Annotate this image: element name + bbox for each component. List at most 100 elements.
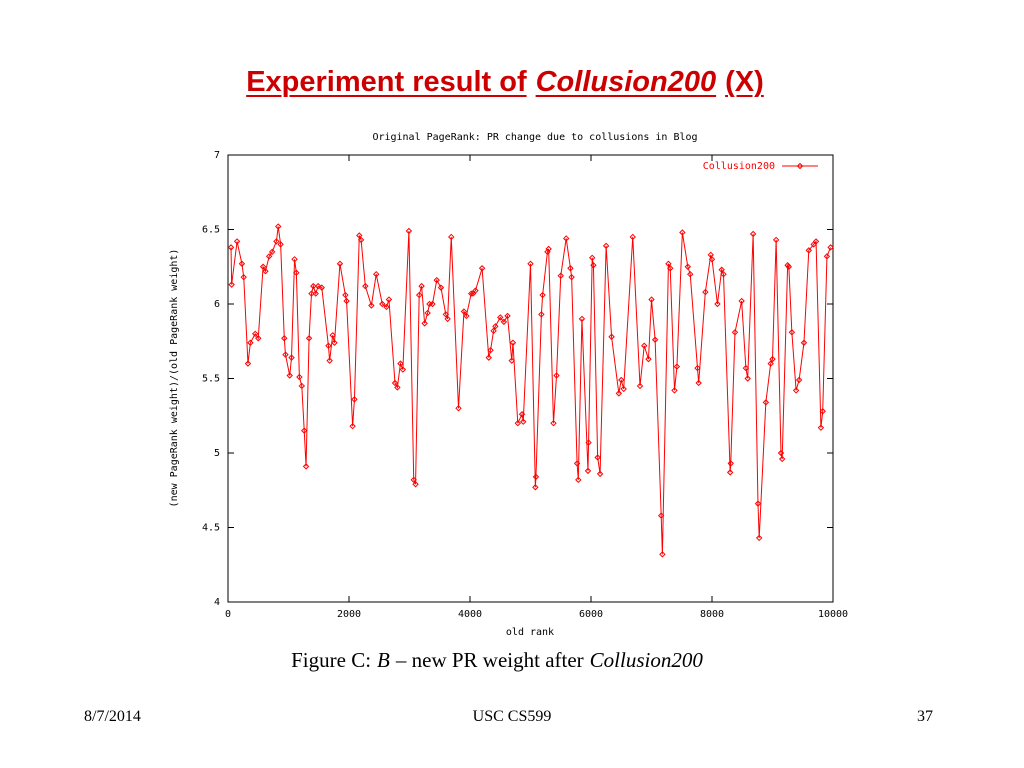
data-point	[594, 454, 601, 461]
data-line	[230, 226, 832, 555]
data-point	[742, 364, 750, 372]
x-axis-label: old rank	[506, 627, 554, 638]
caption-text: Figure C:	[291, 648, 372, 672]
data-point	[659, 551, 666, 558]
data-point	[244, 360, 252, 367]
data-point	[228, 281, 235, 288]
data-point	[817, 424, 825, 431]
data-point	[485, 354, 492, 361]
data-point	[738, 297, 745, 305]
data-point	[731, 329, 739, 336]
data-point	[562, 235, 570, 242]
caption-italic: B	[377, 648, 390, 672]
data-point	[538, 311, 545, 318]
data-point	[415, 291, 423, 299]
data-point	[827, 244, 834, 251]
data-point	[641, 342, 648, 349]
data-point	[800, 339, 808, 346]
data-point	[282, 351, 289, 358]
data-point	[504, 312, 511, 320]
data-point	[500, 318, 508, 326]
legend-label: Collusion200	[703, 161, 775, 172]
data-point	[448, 233, 455, 241]
data-point	[727, 460, 734, 467]
data-point	[777, 449, 785, 457]
data-point	[405, 227, 413, 235]
data-point	[410, 476, 417, 484]
data-point	[553, 372, 560, 379]
data-point	[399, 366, 407, 373]
data-point	[684, 263, 692, 270]
data-point	[767, 360, 774, 367]
data-point	[520, 418, 527, 425]
data-point	[720, 270, 727, 278]
data-point	[298, 382, 306, 390]
data-point	[665, 260, 672, 267]
data-point	[545, 245, 552, 253]
data-point	[362, 282, 369, 290]
data-point	[490, 327, 497, 335]
figure-caption: Figure C: B – new PR weight after Collusion…	[0, 648, 994, 673]
data-point	[291, 256, 298, 263]
data-point	[648, 296, 655, 303]
data-point	[575, 476, 582, 484]
data-point	[368, 302, 375, 309]
caption-italic: Collusion200	[589, 648, 703, 672]
data-point	[356, 232, 363, 239]
data-point	[424, 309, 431, 317]
data-point	[318, 284, 325, 291]
data-point	[714, 300, 721, 308]
data-point	[726, 469, 734, 476]
data-point	[702, 288, 709, 296]
data-point	[227, 244, 235, 251]
data-point	[584, 467, 592, 475]
data-point	[265, 253, 273, 260]
data-point	[509, 339, 517, 346]
x-tick-label: 0	[225, 609, 231, 620]
data-point	[772, 236, 780, 244]
data-point	[240, 273, 247, 281]
x-tick-label: 8000	[700, 609, 724, 620]
x-tick-label: 4000	[458, 609, 482, 620]
data-point	[618, 376, 625, 384]
footer-date: 8/7/2014	[84, 708, 141, 725]
data-point	[539, 291, 546, 299]
data-point	[636, 382, 644, 390]
y-tick-label: 5	[214, 448, 220, 459]
data-point	[349, 422, 356, 430]
data-point	[769, 355, 776, 363]
data-point	[472, 287, 479, 294]
data-point	[492, 323, 499, 330]
data-point	[418, 282, 425, 290]
data-point	[687, 270, 694, 278]
data-point	[281, 335, 288, 342]
data-point	[567, 265, 574, 272]
data-point	[578, 315, 586, 323]
data-point	[550, 419, 557, 427]
title-italic: Collusion200	[535, 66, 717, 98]
data-point	[532, 484, 539, 491]
data-point	[527, 260, 534, 267]
data-point	[444, 315, 451, 323]
data-point	[326, 357, 333, 364]
data-point	[629, 233, 636, 241]
data-point	[589, 254, 596, 262]
data-point	[718, 266, 725, 273]
data-point	[325, 342, 332, 349]
data-point	[615, 390, 623, 397]
data-point	[657, 512, 665, 519]
data-point	[673, 363, 681, 370]
chart-title: Original PageRank: PR change due to coll…	[372, 132, 697, 143]
y-tick-label: 4.5	[202, 523, 220, 534]
data-point	[812, 238, 820, 245]
data-point	[585, 439, 592, 446]
data-point	[463, 312, 470, 320]
data-point	[357, 236, 365, 244]
data-point	[259, 263, 267, 270]
data-point	[744, 375, 751, 382]
y-tick-label: 5.5	[202, 374, 220, 385]
data-point	[497, 314, 504, 321]
data-point	[273, 238, 280, 245]
data-point	[385, 296, 393, 303]
